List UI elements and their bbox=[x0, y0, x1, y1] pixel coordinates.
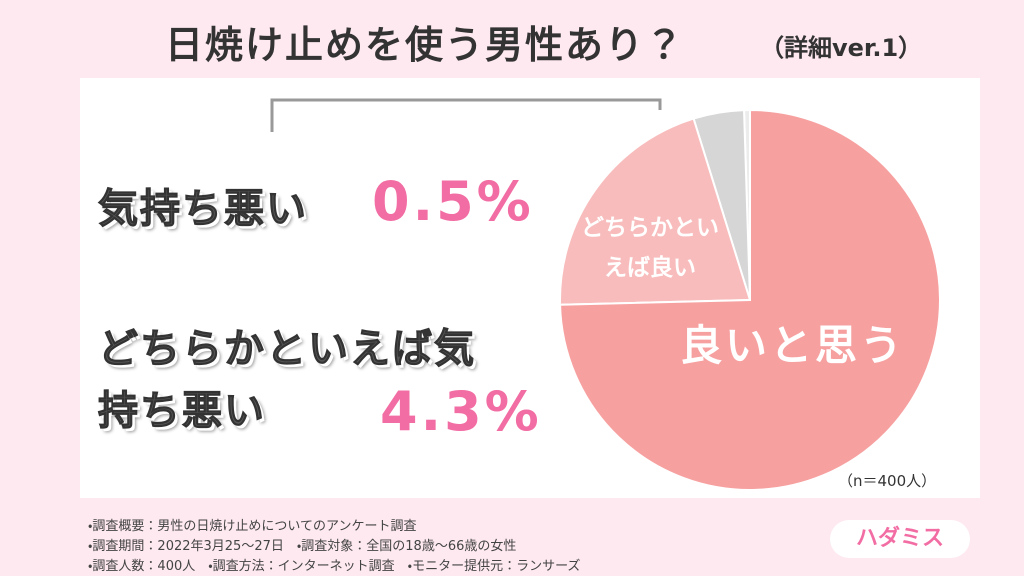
value-label: 0.5% bbox=[372, 170, 534, 233]
footnote: ・調査概要：男性の日焼け止めについてのアンケート調査 bbox=[88, 519, 417, 534]
chart-subtitle: （詳細ver.1） bbox=[760, 34, 923, 62]
chart-title: 日焼け止めを使う男性あり？ bbox=[165, 23, 686, 67]
footnote: ・調査期間：2022年3月25～27日 ・調査対象：全国の18歳～66歳の女性 bbox=[88, 539, 517, 554]
category-label: どちらかといえば気持ち悪い bbox=[98, 326, 476, 435]
pie-slice bbox=[559, 108, 941, 491]
sample-note: （n＝400人） bbox=[838, 472, 937, 490]
brand-logo: ハダミス bbox=[830, 520, 970, 558]
slice-label: 良いと思う bbox=[680, 321, 906, 370]
category-label: 気持ち悪い bbox=[98, 186, 308, 233]
leader-line bbox=[270, 98, 662, 132]
footnote: ・調査人数：400人 ・調査方法：インターネット調査 ・モニター提供元：ランサー… bbox=[88, 559, 581, 574]
pie-slice bbox=[559, 117, 752, 306]
value-label: 4.3% bbox=[380, 380, 542, 443]
slice-label: どちらかといえば良い bbox=[581, 215, 719, 281]
